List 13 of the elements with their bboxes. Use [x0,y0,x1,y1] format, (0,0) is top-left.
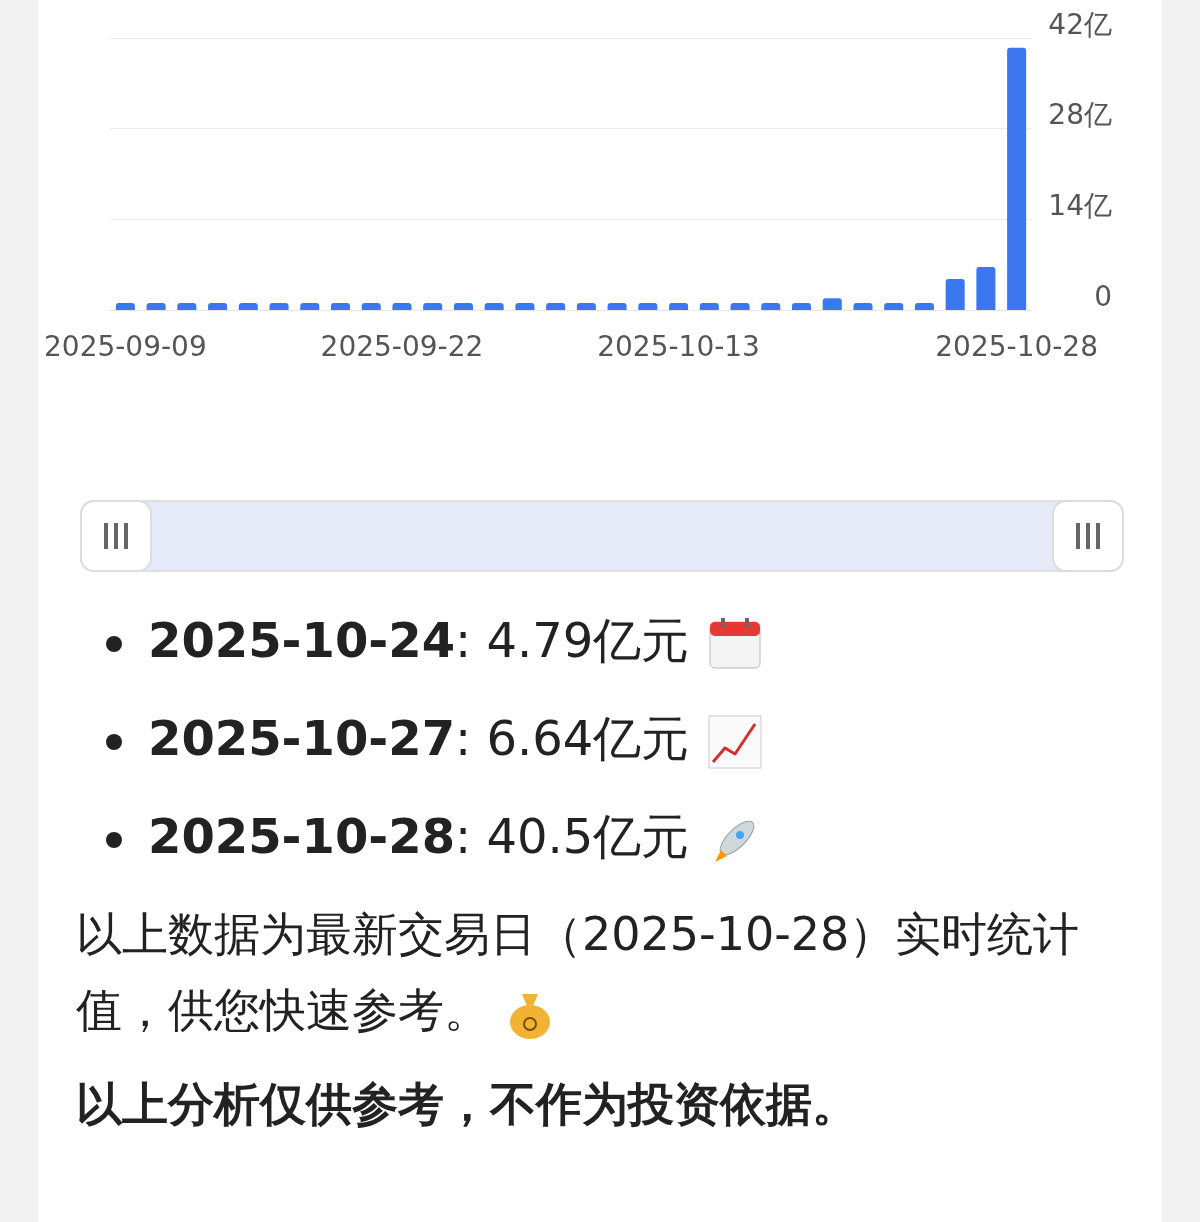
text: 以上数据为最新交易日（2025-10-28）实时统计值，供您快速参考。 [76,907,1080,1037]
y-tick-label: 14亿 [1048,188,1112,222]
text: 2025-10-24: 4.79亿元 [148,612,690,668]
text: 2025-10-28: 40.5亿元 [148,808,690,864]
x-tick-label: 2025-09-22 [320,329,484,363]
text: 2025-10-27: 6.64亿元 [148,710,690,766]
x-tick-label: 2025-10-28 [935,329,1098,363]
y-tick-label: 42亿 [1048,7,1112,41]
x-tick-label: 2025-10-13 [597,329,760,363]
y-tick-label: 28亿 [1048,98,1112,132]
x-tick-label: 2025-09-09 [44,329,207,363]
text: 以上分析仅供参考，不作为投资依据。 [76,1077,858,1131]
y-tick-label: 0 [1094,279,1112,313]
